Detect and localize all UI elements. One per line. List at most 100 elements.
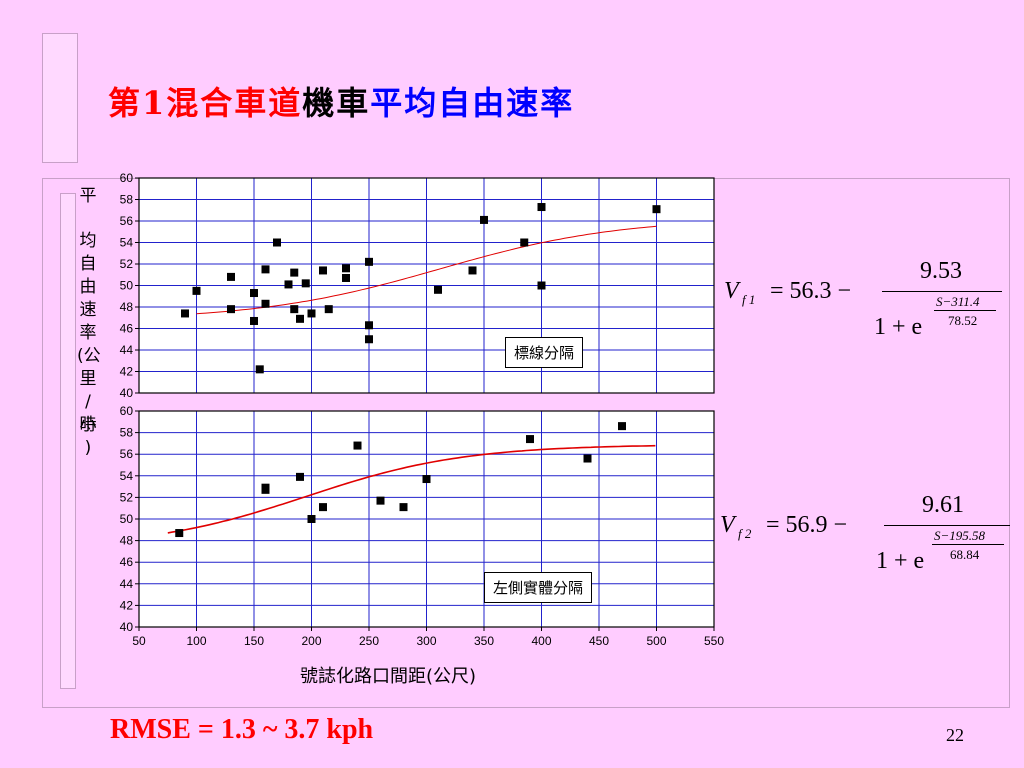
x-tick-label: 200 xyxy=(301,634,321,648)
y-tick-label: 60 xyxy=(120,171,134,185)
data-point xyxy=(376,496,385,505)
x-tick-label: 450 xyxy=(589,634,609,648)
data-point xyxy=(422,475,431,484)
y-tick-label: 44 xyxy=(120,577,134,591)
data-point xyxy=(227,272,235,281)
data-point xyxy=(365,321,373,330)
eq1-exp-den: 78.52 xyxy=(948,313,978,328)
data-point xyxy=(365,335,373,344)
eq2-exp-line xyxy=(932,544,1004,545)
eq2-lhs: V xyxy=(720,512,735,538)
x-tick-label: 400 xyxy=(531,634,551,648)
y-tick-label: 50 xyxy=(120,279,134,293)
data-point xyxy=(618,422,626,431)
y-axis-label-char: 時 xyxy=(79,415,97,435)
equation-bottom: V f 2 = 56.9 − 9.61 1 + e S−195.58 68.84 xyxy=(720,492,1012,582)
data-point xyxy=(342,273,350,282)
y-tick-label: 54 xyxy=(120,236,134,250)
data-point xyxy=(284,280,293,289)
data-point xyxy=(537,203,546,212)
y-tick-label: 40 xyxy=(120,386,134,400)
eq1-exp-line xyxy=(934,310,996,311)
y-tick-label: 44 xyxy=(120,343,134,357)
y-tick-label: 58 xyxy=(120,426,134,440)
y-tick-label: 58 xyxy=(120,193,134,207)
y-tick-label: 60 xyxy=(120,404,134,418)
data-point xyxy=(301,279,310,288)
y-axis-label-char: 自 xyxy=(79,254,97,274)
eq2-sub: f 2 xyxy=(738,526,752,541)
title-part-2: 機車 xyxy=(302,84,371,122)
eq1-fraction-line xyxy=(882,291,1002,292)
y-tick-label: 54 xyxy=(120,469,134,483)
y-axis-label-char: 率 xyxy=(79,323,97,343)
eq2-fraction-line xyxy=(884,525,1010,526)
top-chart-label: 標線分隔 xyxy=(505,337,584,368)
y-axis-label-char: 均 xyxy=(79,231,97,251)
y-tick-label: 56 xyxy=(120,214,134,228)
y-tick-label: 56 xyxy=(120,447,134,461)
data-point xyxy=(342,264,350,273)
page-number: 22 xyxy=(946,725,964,745)
data-point xyxy=(319,266,327,275)
title-accent-bar xyxy=(42,33,78,163)
y-tick-label: 48 xyxy=(120,300,134,314)
data-point xyxy=(290,268,299,277)
data-point xyxy=(324,305,333,314)
data-point xyxy=(480,215,488,224)
y-label-accent-bar xyxy=(60,193,76,689)
data-point xyxy=(434,285,442,294)
x-tick-label: 500 xyxy=(646,634,666,648)
fit-curve xyxy=(167,444,656,534)
x-tick-label: 250 xyxy=(359,634,379,648)
data-point xyxy=(175,529,184,538)
y-tick-label: 48 xyxy=(120,534,134,548)
eq2-exp-den: 68.84 xyxy=(950,547,980,562)
data-point xyxy=(537,281,546,290)
data-point xyxy=(290,305,299,314)
data-point xyxy=(227,305,235,314)
data-point xyxy=(365,257,373,266)
y-axis-label-char: /小 xyxy=(79,392,97,435)
data-point xyxy=(399,503,408,512)
data-point xyxy=(307,515,316,523)
data-point xyxy=(192,286,201,295)
eq1-den-base: 1 + e xyxy=(874,314,923,340)
data-point xyxy=(250,316,258,325)
data-point xyxy=(526,435,534,444)
y-tick-label: 40 xyxy=(120,620,134,634)
data-point xyxy=(319,503,327,512)
y-tick-label: 42 xyxy=(120,598,134,612)
x-tick-label: 550 xyxy=(704,634,724,648)
x-tick-label: 350 xyxy=(474,634,494,648)
y-axis-label-char: 平 xyxy=(79,186,97,206)
data-point xyxy=(255,365,264,374)
eq1-const: = 56.3 − xyxy=(770,278,852,304)
eq2-exp-num: S−195.58 xyxy=(934,528,986,543)
data-point xyxy=(181,309,189,318)
eq1-num: 9.53 xyxy=(920,258,962,284)
y-axis-label-char: 速 xyxy=(79,300,97,320)
eq2-den-base: 1 + e xyxy=(876,548,925,574)
data-point xyxy=(296,472,304,481)
y-axis-label-char: 里 xyxy=(79,369,97,389)
eq1-lhs: V xyxy=(724,278,739,304)
fit-curve xyxy=(196,225,657,315)
y-axis-label-char: (公 xyxy=(77,346,101,366)
eq1-sub: f 1 xyxy=(742,292,756,307)
eq2-const: = 56.9 − xyxy=(766,512,848,538)
y-axis-label-char: 由 xyxy=(79,277,97,297)
y-tick-label: 50 xyxy=(120,512,134,526)
y-tick-label: 52 xyxy=(120,257,134,271)
title-part-1: 第1混合車道 xyxy=(108,84,303,122)
x-tick-label: 300 xyxy=(416,634,436,648)
data-point xyxy=(261,483,270,492)
data-point xyxy=(296,314,304,323)
y-axis-label: 平均自由速率 (公里/小時) xyxy=(77,185,101,460)
y-tick-label: 42 xyxy=(120,365,134,379)
eq1-exp-num: S−311.4 xyxy=(936,294,980,309)
bottom-chart-label: 左側實體分隔 xyxy=(484,572,593,603)
x-tick-label: 150 xyxy=(244,634,264,648)
eq2-num: 9.61 xyxy=(922,492,964,518)
